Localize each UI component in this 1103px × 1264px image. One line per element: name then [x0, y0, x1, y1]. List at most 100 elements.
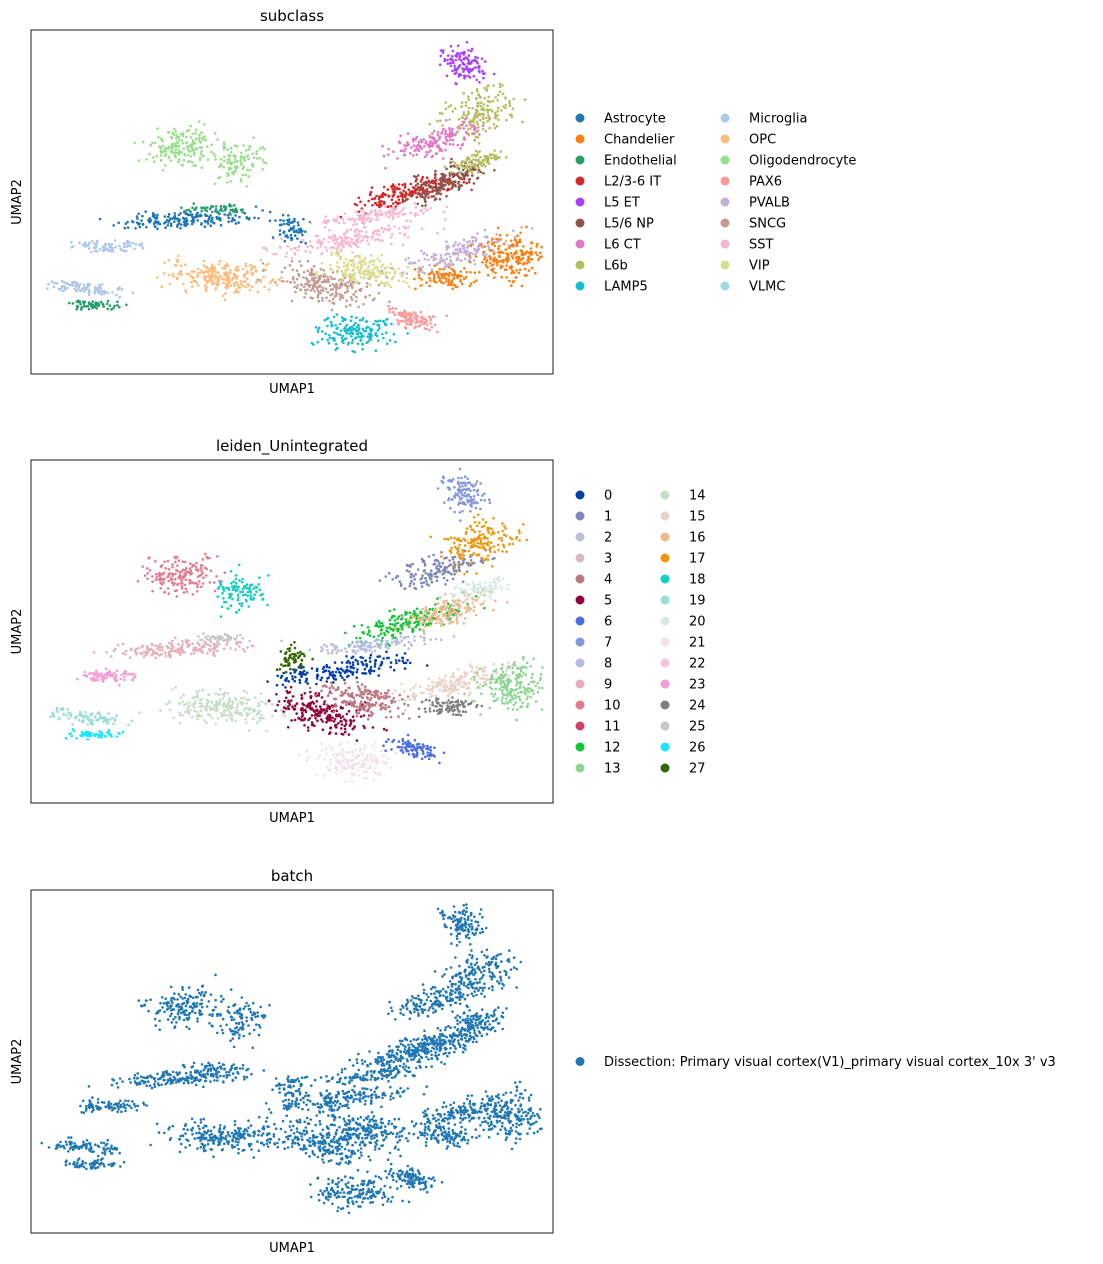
- scatter-point: [91, 300, 94, 303]
- scatter-point: [233, 697, 237, 700]
- scatter-point: [393, 313, 397, 317]
- scatter-point: [301, 714, 305, 717]
- scatter-point: [295, 277, 299, 281]
- scatter-point: [362, 764, 366, 768]
- scatter-point: [411, 320, 415, 323]
- scatter-point: [295, 286, 299, 290]
- scatter-point: [487, 246, 491, 250]
- scatter-point: [423, 145, 426, 148]
- scatter-point: [332, 720, 336, 723]
- scatter-point: [115, 669, 119, 673]
- scatter-point: [178, 271, 182, 274]
- scatter-point: [409, 211, 412, 215]
- scatter-point: [336, 346, 339, 350]
- scatter-point: [423, 196, 426, 200]
- scatter-point: [218, 259, 222, 263]
- scatter-point: [396, 195, 400, 198]
- scatter-point: [404, 227, 408, 230]
- scatter-point: [529, 247, 533, 250]
- scatter-point: [492, 267, 495, 271]
- scatter-point: [442, 227, 446, 230]
- scatter-point: [260, 713, 263, 717]
- scatter-point: [224, 600, 228, 604]
- scatter-point: [349, 319, 353, 323]
- scatter-point: [496, 226, 500, 230]
- scatter-point: [185, 291, 188, 294]
- scatter-point: [344, 270, 347, 273]
- scatter-point: [167, 259, 171, 262]
- scatter-point: [206, 145, 209, 148]
- scatter-point: [386, 205, 390, 208]
- scatter-point: [223, 209, 227, 212]
- scatter-point: [344, 780, 348, 783]
- scatter-point: [199, 649, 203, 652]
- scatter-point: [327, 219, 330, 222]
- scatter-point: [51, 711, 54, 714]
- scatter-point: [177, 272, 180, 276]
- scatter-point: [322, 702, 326, 706]
- scatter-point: [330, 308, 334, 312]
- scatter-point: [293, 281, 296, 284]
- scatter-point: [93, 733, 97, 736]
- scatter-point: [365, 239, 369, 243]
- scatter-point: [475, 279, 478, 282]
- scatter-point: [371, 259, 374, 263]
- scatter-point: [485, 88, 489, 91]
- scatter-point: [353, 774, 356, 777]
- scatter-point: [243, 211, 246, 215]
- scatter-point: [456, 44, 460, 48]
- scatter-point: [385, 331, 388, 335]
- scatter-point: [468, 71, 471, 74]
- scatter-point: [463, 267, 466, 270]
- scatter-point: [407, 285, 411, 289]
- scatter-point: [122, 249, 126, 253]
- scatter-point: [106, 307, 109, 311]
- scatter-point: [444, 148, 447, 152]
- scatter-point: [520, 226, 523, 229]
- scatter-point: [342, 264, 346, 268]
- scatter-point: [344, 318, 347, 321]
- scatter-point: [110, 717, 114, 720]
- scatter-point: [445, 240, 448, 243]
- scatter-point: [247, 175, 250, 178]
- scatter-point: [75, 282, 79, 286]
- scatter-point: [195, 213, 198, 216]
- scatter-point: [134, 243, 138, 246]
- scatter-point: [185, 145, 189, 148]
- scatter-point: [341, 748, 344, 752]
- scatter-point: [171, 563, 174, 566]
- scatter-point: [403, 746, 407, 749]
- scatter-point: [448, 132, 452, 135]
- scatter-point: [468, 254, 471, 258]
- scatter-point: [207, 267, 211, 271]
- scatter-point: [518, 268, 522, 272]
- scatter-point: [449, 135, 452, 139]
- scatter-point: [209, 644, 212, 648]
- scatter-point: [243, 155, 246, 159]
- scatter-point: [114, 245, 118, 249]
- scatter-point: [164, 146, 168, 150]
- scatter-point: [342, 221, 346, 225]
- scatter-point: [272, 252, 275, 256]
- scatter-point: [425, 281, 428, 284]
- scatter-point: [110, 249, 113, 253]
- scatter-point: [140, 645, 144, 649]
- scatter-point: [433, 129, 436, 133]
- scatter-point: [92, 651, 96, 654]
- scatter-point: [229, 180, 232, 183]
- scatter-point: [87, 307, 91, 311]
- scatter-point: [477, 126, 480, 129]
- scatter-point: [509, 239, 513, 243]
- axes-frame: [30, 29, 554, 375]
- scatter-point: [367, 216, 371, 220]
- scatter-point: [181, 648, 184, 652]
- scatter-point: [404, 258, 408, 262]
- scatter-point: [432, 258, 436, 262]
- scatter-point: [363, 777, 366, 780]
- scatter-point: [115, 735, 119, 738]
- scatter-point: [283, 266, 287, 270]
- scatter-point: [237, 285, 241, 289]
- scatter-point: [144, 210, 147, 213]
- scatter-point: [382, 154, 386, 158]
- scatter-point: [363, 747, 366, 751]
